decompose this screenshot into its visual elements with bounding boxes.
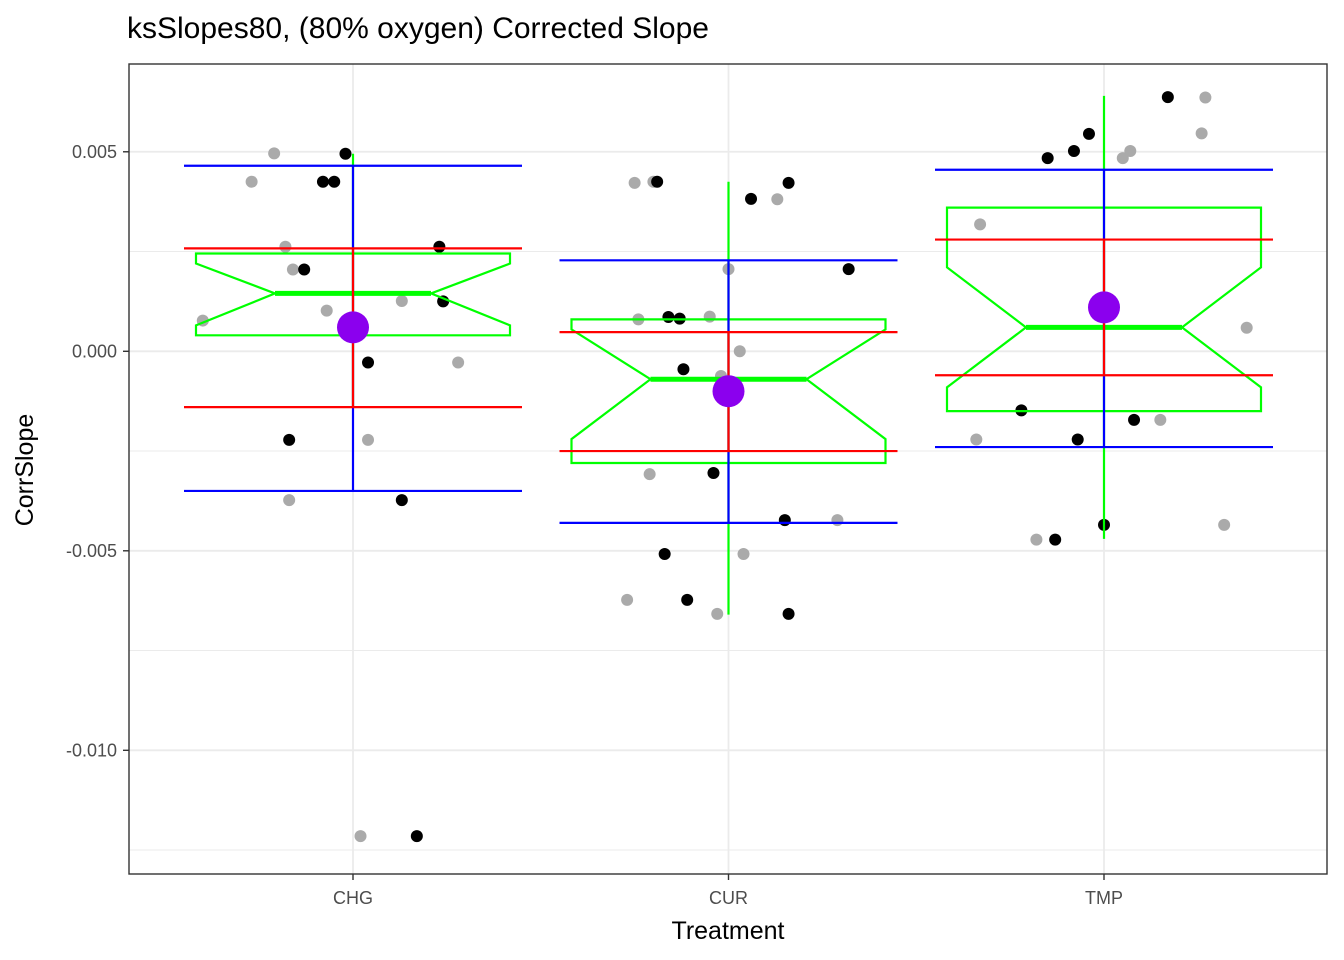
data-point <box>1041 152 1054 165</box>
data-point <box>1049 533 1062 546</box>
jitter-point <box>320 304 333 317</box>
jitter-point <box>831 514 844 527</box>
plot-marks <box>184 91 1273 843</box>
data-point <box>662 310 675 323</box>
data-point <box>842 263 855 276</box>
jitter-point <box>733 345 746 358</box>
data-point <box>1067 144 1080 157</box>
jitter-point <box>628 176 641 189</box>
data-point <box>339 147 352 160</box>
jitter-point <box>1240 321 1253 334</box>
jitter-point <box>711 607 724 620</box>
jitter-point <box>286 263 299 276</box>
y-tick-label: -0.005 <box>66 541 117 561</box>
jitter-point <box>703 310 716 323</box>
x-tick-label: CHG <box>333 888 373 908</box>
mean-point <box>1088 291 1120 324</box>
data-point <box>395 494 408 507</box>
x-tick-label: CUR <box>709 888 748 908</box>
jitter-point <box>737 547 750 560</box>
jitter-point <box>1154 413 1167 426</box>
data-point <box>1082 127 1095 140</box>
data-point <box>316 175 329 188</box>
box-tmp <box>945 206 1263 413</box>
jitter-point <box>1116 152 1129 165</box>
jitter-point <box>245 175 258 188</box>
jitter-point <box>279 240 292 253</box>
data-point <box>1161 91 1174 104</box>
jitter-point <box>452 356 465 369</box>
axes: 0.005 0.000 -0.005 -0.010 CHG CUR TMP <box>66 142 1123 908</box>
mean-point <box>337 311 369 344</box>
chart-title: ksSlopes80, (80% oxygen) Corrected Slope <box>127 12 709 45</box>
data-point <box>782 176 795 189</box>
data-point <box>328 175 341 188</box>
data-point <box>362 356 375 369</box>
jitter-point <box>771 193 784 206</box>
jitter-point <box>283 494 296 507</box>
jitter-point <box>268 147 281 160</box>
data-point <box>782 607 795 620</box>
mean-point <box>712 375 745 408</box>
jitter-point <box>1218 518 1231 531</box>
jitter-point <box>1124 144 1137 157</box>
jitter-point <box>1195 127 1208 140</box>
y-tick-label: 0.000 <box>72 341 117 361</box>
data-point <box>745 192 758 205</box>
jitter-point <box>643 468 656 481</box>
y-tick-label: -0.010 <box>66 740 117 760</box>
x-axis-title: Treatment <box>671 917 784 945</box>
jitter-point <box>362 433 375 446</box>
data-point <box>298 263 311 276</box>
box-chg <box>194 252 512 337</box>
data-point <box>651 175 664 188</box>
box-cur <box>570 318 887 465</box>
jitter-point <box>354 830 367 843</box>
jitter-point <box>395 295 408 308</box>
x-tick-label: TMP <box>1085 888 1123 908</box>
data-point <box>283 433 296 446</box>
y-tick-label: 0.005 <box>72 142 117 162</box>
data-point <box>410 830 423 843</box>
data-point <box>707 466 720 479</box>
jitter-point <box>621 593 634 606</box>
data-point <box>1071 433 1084 446</box>
jitter-point <box>974 218 987 231</box>
data-point <box>677 363 690 376</box>
y-axis-title: CorrSlope <box>11 414 39 527</box>
jitter-point <box>1030 533 1043 546</box>
data-point <box>1128 413 1141 426</box>
data-point <box>658 547 671 560</box>
data-point <box>778 514 791 527</box>
data-point <box>433 240 446 253</box>
jitter-point <box>1199 91 1212 104</box>
data-point <box>681 593 694 606</box>
jitter-point <box>970 433 983 446</box>
